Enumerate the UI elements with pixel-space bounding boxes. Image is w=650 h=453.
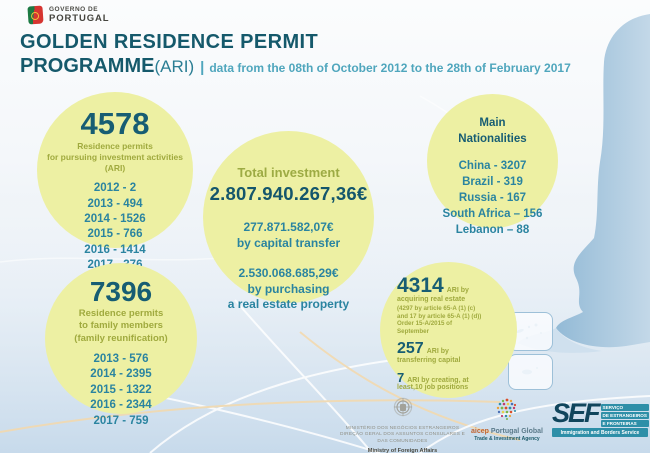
ari-year-row: 2012 - 2 bbox=[93, 182, 137, 195]
sef-tagline-line: DE ESTRANGEIROS bbox=[600, 412, 649, 419]
family-year-row: 2013 - 576 bbox=[93, 353, 149, 366]
jobs-suffix: ARI by creating, at bbox=[407, 376, 469, 384]
real-estate-text-line: (4297 by article 65-A (1) (c) bbox=[397, 304, 476, 312]
nationalities-list: China - 3207 Brazil - 319 Russia - 167 S… bbox=[443, 158, 543, 238]
gov-logo-line1: GOVERNO DE bbox=[49, 6, 99, 13]
ari-year-row: 2014 - 1526 bbox=[84, 212, 146, 225]
sef-logo-top: SEF SERVIÇO DE ESTRANGEIROS E FRONTEIRAS bbox=[552, 398, 649, 428]
ministry-name-line: DAS COMUNIDADES bbox=[377, 438, 428, 444]
aicep-name-rest: Portugal Global bbox=[488, 428, 543, 435]
real-estate-text-line: and 17 by article 65-A (1) (d)) bbox=[397, 312, 482, 320]
real-estate-text-line: Order 15-A/2015 of bbox=[397, 320, 453, 328]
portugal-flag-icon bbox=[27, 5, 44, 25]
nationalities-title: Main Nationalities bbox=[458, 116, 526, 147]
breakdown-real-estate-row: 4314 ARI by bbox=[397, 275, 469, 296]
investment-total-value: 2.807.940.267,36€ bbox=[209, 183, 368, 204]
ari-yearly-values: 2012 - 2 2013 - 494 2014 - 1526 2015 - 7… bbox=[84, 181, 145, 273]
ministry-crest-icon bbox=[393, 397, 412, 417]
real-estate-value: 2.530.068.685,29€ bbox=[238, 266, 339, 281]
sef-logo-block: SEF SERVIÇO DE ESTRANGEIROS E FRONTEIRAS… bbox=[552, 398, 649, 437]
family-label: Residence permits to family members (fam… bbox=[74, 308, 167, 345]
ari-label-line: for pursuing investment activities bbox=[46, 152, 184, 163]
family-year-row: 2016 - 2344 bbox=[90, 399, 152, 412]
family-label-line: (family reunification) bbox=[74, 332, 168, 344]
nationality-row: China - 3207 bbox=[458, 160, 527, 173]
ari-year-row: 2016 - 1414 bbox=[84, 243, 146, 256]
aicep-name: aicep Portugal Global bbox=[470, 428, 544, 435]
real-estate-label-line: a real estate property bbox=[227, 297, 350, 312]
capital-transfer-value: 277.871.582,07€ bbox=[243, 220, 334, 234]
bubble-ari-breakdown: 4314 ARI by acquiring real estate (4297 … bbox=[380, 262, 517, 398]
sef-tagline-line: E FRONTEIRAS bbox=[600, 420, 649, 427]
ari-year-row: 2013 - 494 bbox=[87, 197, 143, 210]
ari-label-line: Residence permits bbox=[77, 141, 153, 151]
breakdown-jobs-row: 7 ARI by creating, at bbox=[397, 371, 469, 384]
real-estate-block: 2.530.068.685,29€ by purchasing a real e… bbox=[228, 266, 349, 313]
real-estate-count: 4314 bbox=[397, 274, 444, 297]
page-title-line1: GOLDEN RESIDENCE PERMIT bbox=[20, 31, 319, 53]
capital-transfer-block: 277.871.582,07€ by capital transfer bbox=[237, 220, 340, 251]
title-separator: | bbox=[200, 59, 205, 76]
sef-english-name: Immigration and Borders Service bbox=[552, 428, 648, 437]
bubble-family-permits: 7396 Residence permits to family members… bbox=[45, 263, 197, 427]
family-yearly-values: 2013 - 576 2014 - 2395 2015 - 1322 2016 … bbox=[90, 352, 151, 429]
title-date-range: data from the 08th of October 2012 to th… bbox=[209, 61, 571, 75]
nationality-row: South Africa – 156 bbox=[442, 208, 543, 221]
nationality-row: Lebanon – 88 bbox=[455, 224, 530, 237]
sef-acronym: SEF bbox=[552, 398, 600, 428]
ministry-name-line: MINISTÉRIO DOS NEGÓCIOS ESTRANGEIROS bbox=[345, 426, 460, 431]
family-label-line: to family members bbox=[79, 320, 163, 332]
family-total-value: 7396 bbox=[89, 276, 153, 307]
ari-label: Residence permits for pursuing investmen… bbox=[47, 141, 183, 174]
portugal-coast-band bbox=[556, 14, 650, 348]
sef-tagline-line: SERVIÇO bbox=[600, 404, 649, 411]
sef-tagline: SERVIÇO DE ESTRANGEIROS E FRONTEIRAS bbox=[600, 404, 649, 427]
jobs-count: 7 bbox=[397, 369, 405, 385]
bubble-ari-permits: 4578 Residence permits for pursuing inve… bbox=[37, 92, 193, 271]
capital-count: 257 bbox=[397, 339, 424, 357]
capital-suffix: ARI by bbox=[426, 347, 449, 355]
ari-label-line: (ARI) bbox=[104, 163, 126, 174]
nationality-row: Brazil - 319 bbox=[462, 176, 523, 189]
capital-transfer-label: by capital transfer bbox=[236, 235, 341, 250]
real-estate-label-line: by purchasing bbox=[247, 281, 330, 296]
governo-de-portugal-logo: GOVERNO DE PORTUGAL bbox=[27, 5, 110, 25]
nationalities-title-line: Nationalities bbox=[458, 132, 527, 145]
ministry-name-line: DIREÇÃO GERAL DOS ASSUNTOS CONSULARES E bbox=[339, 432, 466, 438]
real-estate-text-line: acquiring real estate bbox=[397, 296, 466, 303]
aicep-subtitle: Trade & Investment Agency bbox=[474, 436, 540, 442]
investment-title: Total investment bbox=[237, 165, 340, 180]
capital-text-line: transferring capital bbox=[397, 356, 461, 364]
family-year-row: 2014 - 2395 bbox=[90, 368, 152, 381]
gov-logo-line2: PORTUGAL bbox=[49, 13, 110, 24]
gov-logo-text: GOVERNO DE PORTUGAL bbox=[49, 6, 110, 24]
ari-total-value: 4578 bbox=[80, 106, 150, 141]
aicep-logo-block: aicep Portugal Global Trade & Investment… bbox=[470, 396, 544, 442]
madeira-inset-icon bbox=[508, 354, 553, 390]
bubble-total-investment: Total investment 2.807.940.267,36€ 277.8… bbox=[203, 131, 374, 311]
breakdown-capital-row: 257 ARI by bbox=[397, 339, 449, 357]
real-estate-text-line: September bbox=[397, 328, 429, 335]
family-year-row: 2015 - 1322 bbox=[90, 383, 152, 396]
ministry-english-name: Ministry of Foreign Affairs bbox=[367, 448, 438, 453]
aicep-name-prefix: aicep bbox=[471, 428, 489, 435]
aicep-globe-icon bbox=[496, 398, 517, 420]
title-ari: (ARI) bbox=[154, 57, 195, 76]
jobs-text-line: least,10 job positions bbox=[397, 383, 469, 391]
family-year-row: 2017 - 759 bbox=[93, 414, 149, 427]
bubble-main-nationalities: Main Nationalities China - 3207 Brazil -… bbox=[427, 94, 558, 236]
family-label-line: Residence permits bbox=[78, 308, 164, 319]
real-estate-suffix: ARI by bbox=[446, 287, 469, 294]
page-title-line2: PROGRAMME(ARI) | data from the 08th of Oct… bbox=[20, 55, 571, 78]
nationalities-title-line: Main bbox=[479, 117, 506, 129]
title-programme: PROGRAMME bbox=[20, 55, 155, 77]
ministry-logo-block: MINISTÉRIO DOS NEGÓCIOS ESTRANGEIROS DIR… bbox=[320, 397, 485, 453]
ari-year-row: 2015 - 766 bbox=[87, 228, 143, 241]
nationality-row: Russia - 167 bbox=[458, 192, 527, 205]
